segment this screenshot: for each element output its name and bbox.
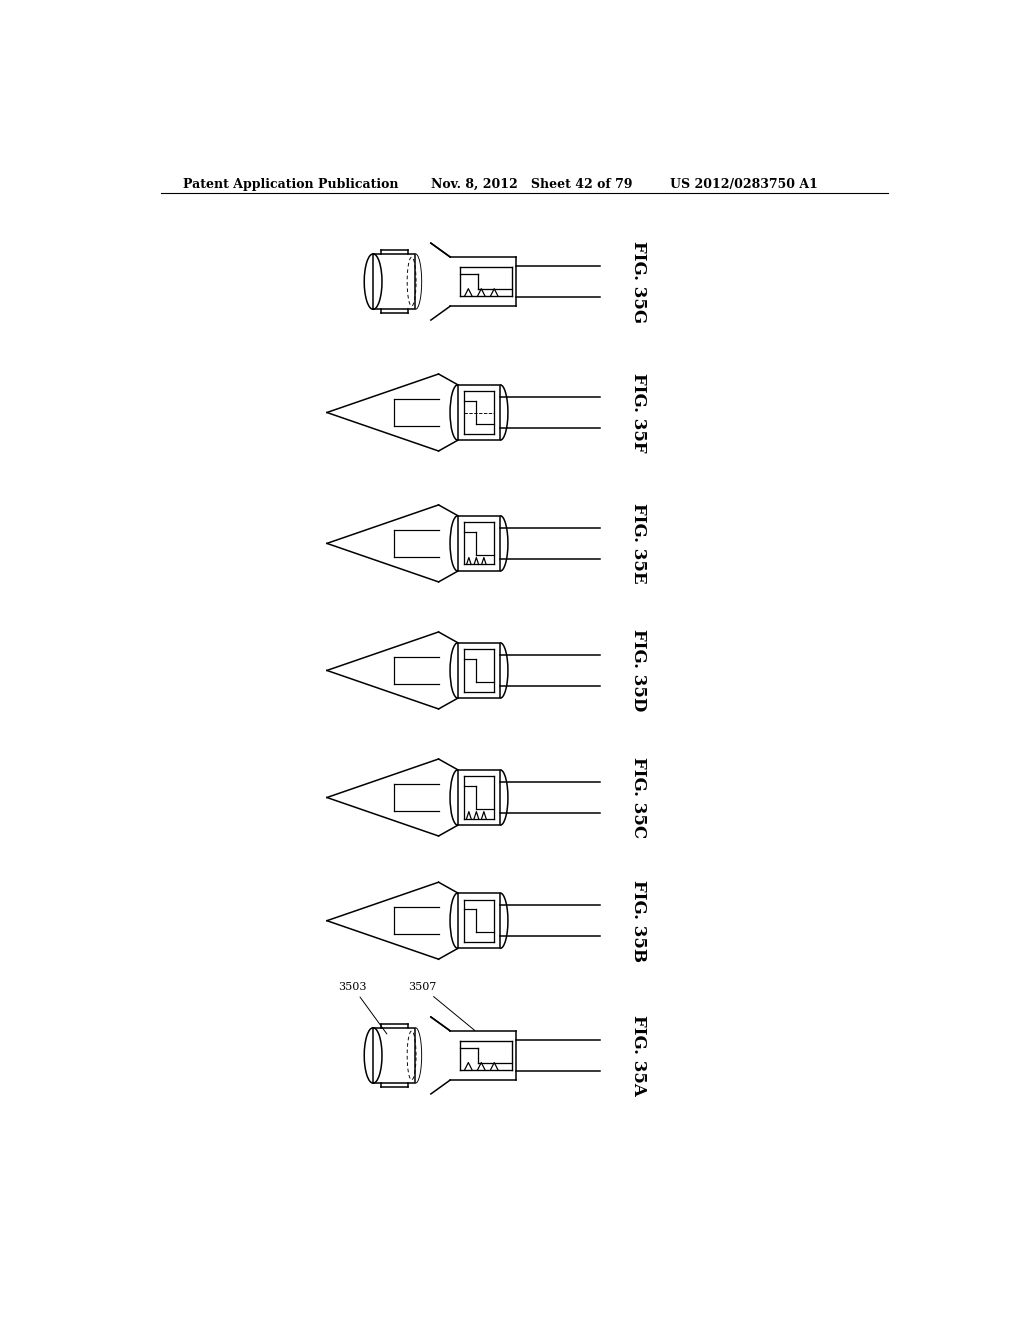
Bar (458, 385, 500, 441)
Text: FIG. 35E: FIG. 35E (630, 503, 647, 583)
Bar (458, 770, 500, 825)
Bar (458, 894, 500, 949)
Bar (458, 643, 500, 698)
Text: FIG. 35G: FIG. 35G (630, 240, 647, 322)
Text: Patent Application Publication: Patent Application Publication (183, 178, 398, 190)
Text: FIG. 35F: FIG. 35F (630, 372, 647, 453)
Text: US 2012/0283750 A1: US 2012/0283750 A1 (670, 178, 817, 190)
Bar (458, 516, 500, 572)
Bar (373, 253, 416, 309)
Text: FIG. 35B: FIG. 35B (630, 879, 647, 962)
Text: Nov. 8, 2012   Sheet 42 of 79: Nov. 8, 2012 Sheet 42 of 79 (431, 178, 633, 190)
Text: 3507: 3507 (408, 982, 475, 1031)
Text: FIG. 35A: FIG. 35A (630, 1015, 647, 1096)
Bar (373, 1028, 416, 1084)
Text: 3503: 3503 (339, 982, 387, 1034)
Text: FIG. 35C: FIG. 35C (630, 756, 647, 838)
Text: FIG. 35D: FIG. 35D (630, 630, 647, 711)
